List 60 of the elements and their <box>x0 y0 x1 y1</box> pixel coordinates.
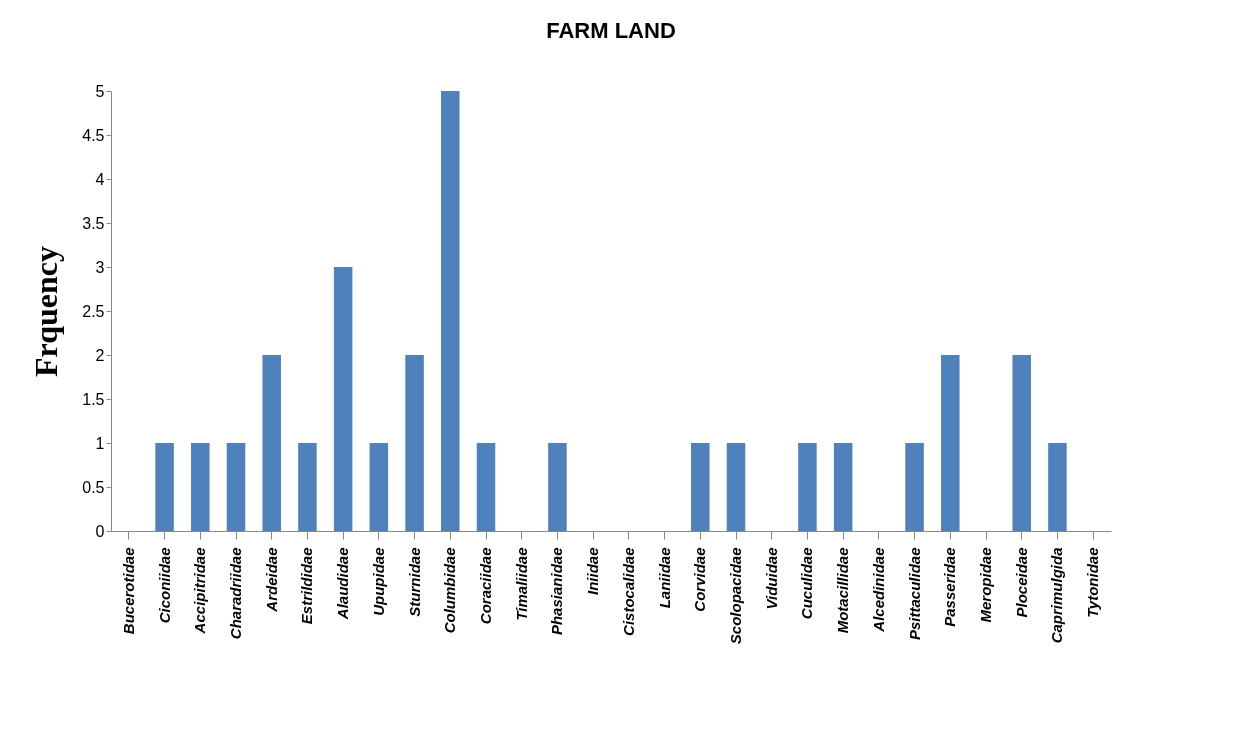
y-tick-label: 2.5 <box>82 302 105 320</box>
bar <box>476 443 496 531</box>
bar <box>441 91 460 531</box>
x-tick-label: Ciconiidae <box>155 547 173 624</box>
x-tick-label: Ploceidae <box>1012 547 1030 618</box>
y-tick-label: 0.5 <box>82 478 105 496</box>
x-tick-label: Bucerotidae <box>119 547 137 635</box>
bar <box>1012 355 1031 531</box>
x-tick-label: Viduidae <box>762 547 780 610</box>
x-tick-label: Iniidae <box>584 547 602 596</box>
y-tick-label: 4.5 <box>82 126 105 144</box>
y-tick-label: 0 <box>95 522 105 540</box>
y-tick-label: 3 <box>95 258 105 276</box>
x-tick-label: Ardeidae <box>262 547 280 613</box>
x-tick-label: Estrildidae <box>298 547 316 625</box>
x-tick-label: Psittaculidae <box>905 547 923 641</box>
bar <box>691 443 710 531</box>
x-tick-label: Accipitridae <box>191 547 209 635</box>
x-tick-label: Tytonidae <box>1084 547 1102 618</box>
y-tick-label: 3.5 <box>82 214 105 232</box>
y-axis-title: Frquency <box>28 246 65 377</box>
chart-title: FARM LAND <box>546 18 676 43</box>
x-tick-label: Coraciidae <box>477 547 494 625</box>
y-tick-label: 4 <box>95 170 105 188</box>
bar <box>726 443 746 531</box>
x-tick-label: Phasianidae <box>548 547 566 636</box>
bar <box>1048 443 1067 531</box>
x-tick-label: Alcedinidae <box>869 547 887 633</box>
x-tick-label: Laniidae <box>655 547 673 609</box>
x-tick-label: Motacillidae <box>834 547 852 634</box>
bar <box>548 443 567 531</box>
y-tick-label: 5 <box>95 82 105 100</box>
bar <box>833 443 853 531</box>
y-tick-label: 1 <box>95 434 105 452</box>
x-tick-label: Alaudidae <box>334 547 352 621</box>
y-tick-label: 1.5 <box>82 390 105 408</box>
bar <box>191 443 210 531</box>
bar <box>941 355 960 531</box>
bar <box>905 443 924 531</box>
x-tick-label: Meropidae <box>977 547 994 623</box>
bar <box>405 355 424 531</box>
x-tick-label: Charadriidae <box>227 547 244 640</box>
x-tick-label: Sturnidae <box>405 547 423 617</box>
bar <box>798 443 817 531</box>
x-tick-label: Columbidae <box>441 547 459 634</box>
bar <box>155 443 174 531</box>
x-tick-label: Cistocalidae <box>619 547 637 636</box>
bar <box>226 443 246 531</box>
x-tick-label: Timaliidae <box>512 547 530 621</box>
x-tick-label: Scolopacidae <box>727 547 744 645</box>
bar <box>333 267 353 531</box>
bar <box>298 443 317 531</box>
x-tick-label: Cuculidae <box>798 547 816 620</box>
x-tick-label: Corvidae <box>691 547 709 612</box>
bar <box>262 355 281 531</box>
x-tick-label: Passeridae <box>941 547 959 627</box>
y-tick-label: 2 <box>95 346 105 364</box>
x-tick-label: Upupidae <box>369 547 387 616</box>
x-tick-label: Caprimulgida <box>1048 547 1066 644</box>
bar <box>369 443 389 531</box>
